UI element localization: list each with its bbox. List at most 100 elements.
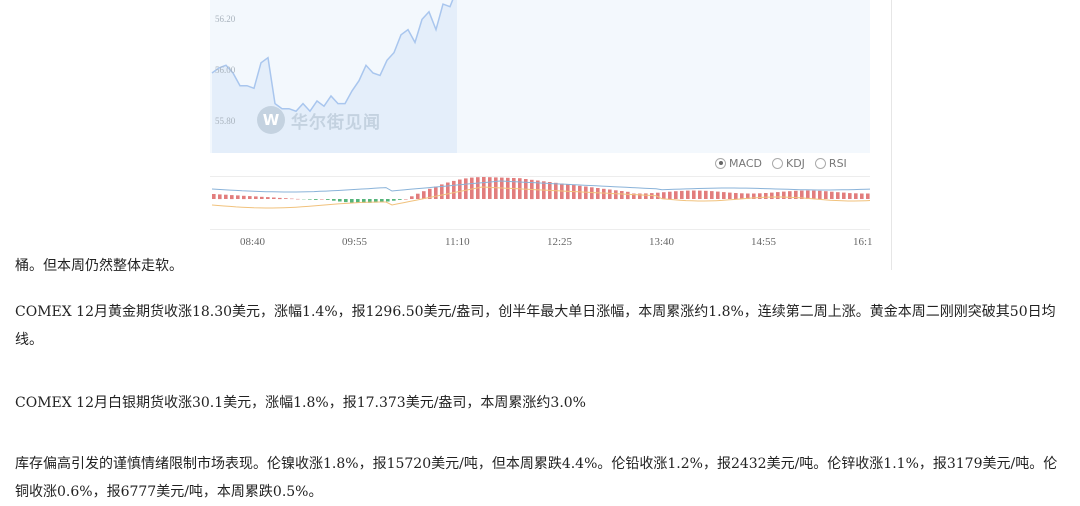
macd-bar bbox=[848, 193, 852, 199]
macd-bar bbox=[272, 198, 276, 200]
macd-bar bbox=[644, 193, 648, 199]
article-paragraph-metals: 库存偏高引发的谨慎情绪限制市场表现。伦镍收涨1.8%，报15720美元/吨，但本… bbox=[15, 450, 1070, 506]
macd-bar bbox=[716, 192, 720, 199]
macd-bar bbox=[296, 199, 300, 200]
time-label-1225: 12:25 bbox=[547, 236, 572, 248]
macd-bar bbox=[722, 192, 726, 199]
macd-bar bbox=[314, 199, 318, 200]
macd-bar bbox=[224, 195, 228, 199]
article-paragraph-gold: COMEX 12月黄金期货收涨18.30美元，涨幅1.4%，报1296.50美元… bbox=[15, 298, 1070, 354]
time-label-0955: 09:55 bbox=[342, 236, 367, 248]
indicator-radio-kdj[interactable]: KDJ bbox=[772, 157, 805, 170]
macd-bar bbox=[332, 199, 336, 201]
macd-bar bbox=[704, 191, 708, 199]
indicator-label-rsi: RSI bbox=[829, 157, 847, 170]
macd-bar bbox=[248, 196, 252, 199]
time-label-1340: 13:40 bbox=[649, 236, 674, 248]
macd-bar bbox=[212, 194, 216, 199]
y-label-56-20: 56.20 bbox=[215, 14, 235, 24]
article-paragraph-silver: COMEX 12月白银期货收涨30.1美元，涨幅1.8%，报17.373美元/盎… bbox=[15, 389, 1070, 417]
macd-bar bbox=[344, 199, 348, 202]
watermark: W 华尔街见闻 bbox=[257, 106, 381, 134]
price-plot: 56.20 56.00 55.80 W 华尔街见闻 bbox=[210, 0, 870, 153]
macd-bar bbox=[842, 193, 846, 199]
macd-bar bbox=[284, 198, 288, 199]
macd-bar bbox=[830, 192, 834, 199]
macd-bar bbox=[416, 194, 420, 199]
indicator-label-kdj: KDJ bbox=[786, 157, 805, 170]
macd-bar bbox=[680, 191, 684, 199]
macd-bar bbox=[290, 199, 294, 200]
macd-bar bbox=[218, 194, 222, 199]
macd-bar bbox=[818, 191, 822, 199]
macd-bar bbox=[482, 177, 486, 199]
macd-bar bbox=[686, 191, 690, 199]
indicator-radio-macd[interactable]: MACD bbox=[715, 157, 762, 170]
macd-bar bbox=[398, 199, 402, 200]
macd-bar bbox=[260, 197, 264, 199]
macd-bar bbox=[770, 193, 774, 199]
macd-bar bbox=[320, 199, 324, 200]
macd-bar bbox=[386, 199, 390, 202]
macd-bar bbox=[866, 194, 870, 200]
macd-bar bbox=[230, 195, 234, 199]
macd-bar bbox=[254, 196, 258, 199]
radio-unselected-icon bbox=[815, 158, 826, 169]
macd-bar bbox=[392, 199, 396, 201]
macd-bar bbox=[854, 193, 858, 199]
macd-bar bbox=[626, 192, 630, 199]
macd-bar bbox=[638, 194, 642, 200]
radio-selected-icon bbox=[715, 158, 726, 169]
macd-bar bbox=[404, 199, 408, 200]
macd-bar bbox=[782, 192, 786, 199]
time-label-1110: 11:10 bbox=[445, 236, 470, 248]
macd-bar bbox=[452, 181, 456, 199]
macd-bar bbox=[740, 193, 744, 199]
macd-bar bbox=[668, 192, 672, 199]
macd-plot bbox=[210, 176, 870, 230]
indicator-radio-rsi[interactable]: RSI bbox=[815, 157, 847, 170]
macd-bar bbox=[464, 178, 468, 199]
macd-bar bbox=[806, 191, 810, 200]
macd-bar bbox=[350, 199, 354, 203]
macd-bar bbox=[326, 199, 330, 200]
macd-bar bbox=[446, 183, 450, 200]
macd-bar bbox=[860, 194, 864, 200]
macd-bar bbox=[338, 199, 342, 202]
price-chart: 56.20 56.00 55.80 W 华尔街见闻 MACD KDJ RSI 0… bbox=[210, 0, 870, 268]
dea-line bbox=[212, 187, 870, 208]
macd-bar bbox=[662, 192, 666, 199]
macd-bar bbox=[698, 191, 702, 199]
macd-bar bbox=[608, 190, 612, 200]
macd-bar bbox=[836, 192, 840, 199]
macd-bar bbox=[764, 193, 768, 199]
chart-divider bbox=[891, 0, 892, 270]
y-label-56-00: 56.00 bbox=[215, 65, 235, 75]
indicator-tabs: MACD KDJ RSI bbox=[715, 155, 857, 171]
radio-unselected-icon bbox=[772, 158, 783, 169]
macd-bar bbox=[674, 191, 678, 199]
macd-bar bbox=[266, 197, 270, 199]
macd-bar bbox=[422, 191, 426, 199]
time-label-0840: 08:40 bbox=[240, 236, 265, 248]
macd-bar bbox=[692, 191, 696, 200]
watermark-text: 华尔街见闻 bbox=[291, 108, 381, 133]
macd-svg bbox=[210, 177, 870, 229]
macd-bar bbox=[596, 188, 600, 199]
macd-bar bbox=[614, 190, 618, 199]
macd-bar bbox=[308, 199, 312, 200]
indicator-label-macd: MACD bbox=[729, 157, 762, 170]
y-label-55-80: 55.80 bbox=[215, 116, 235, 126]
macd-bar bbox=[458, 180, 462, 200]
macd-bar bbox=[728, 193, 732, 199]
time-label-1455: 14:55 bbox=[751, 236, 776, 248]
macd-bar bbox=[602, 189, 606, 199]
macd-bar bbox=[410, 196, 414, 199]
macd-bar bbox=[620, 191, 624, 199]
macd-bar bbox=[758, 193, 762, 199]
macd-bar bbox=[236, 195, 240, 199]
macd-bar bbox=[734, 193, 738, 199]
wallstreetcn-logo-icon: W bbox=[257, 106, 285, 134]
macd-bar bbox=[278, 198, 282, 199]
article-text-tail: 桶。但本周仍然整体走软。 bbox=[15, 252, 1070, 280]
